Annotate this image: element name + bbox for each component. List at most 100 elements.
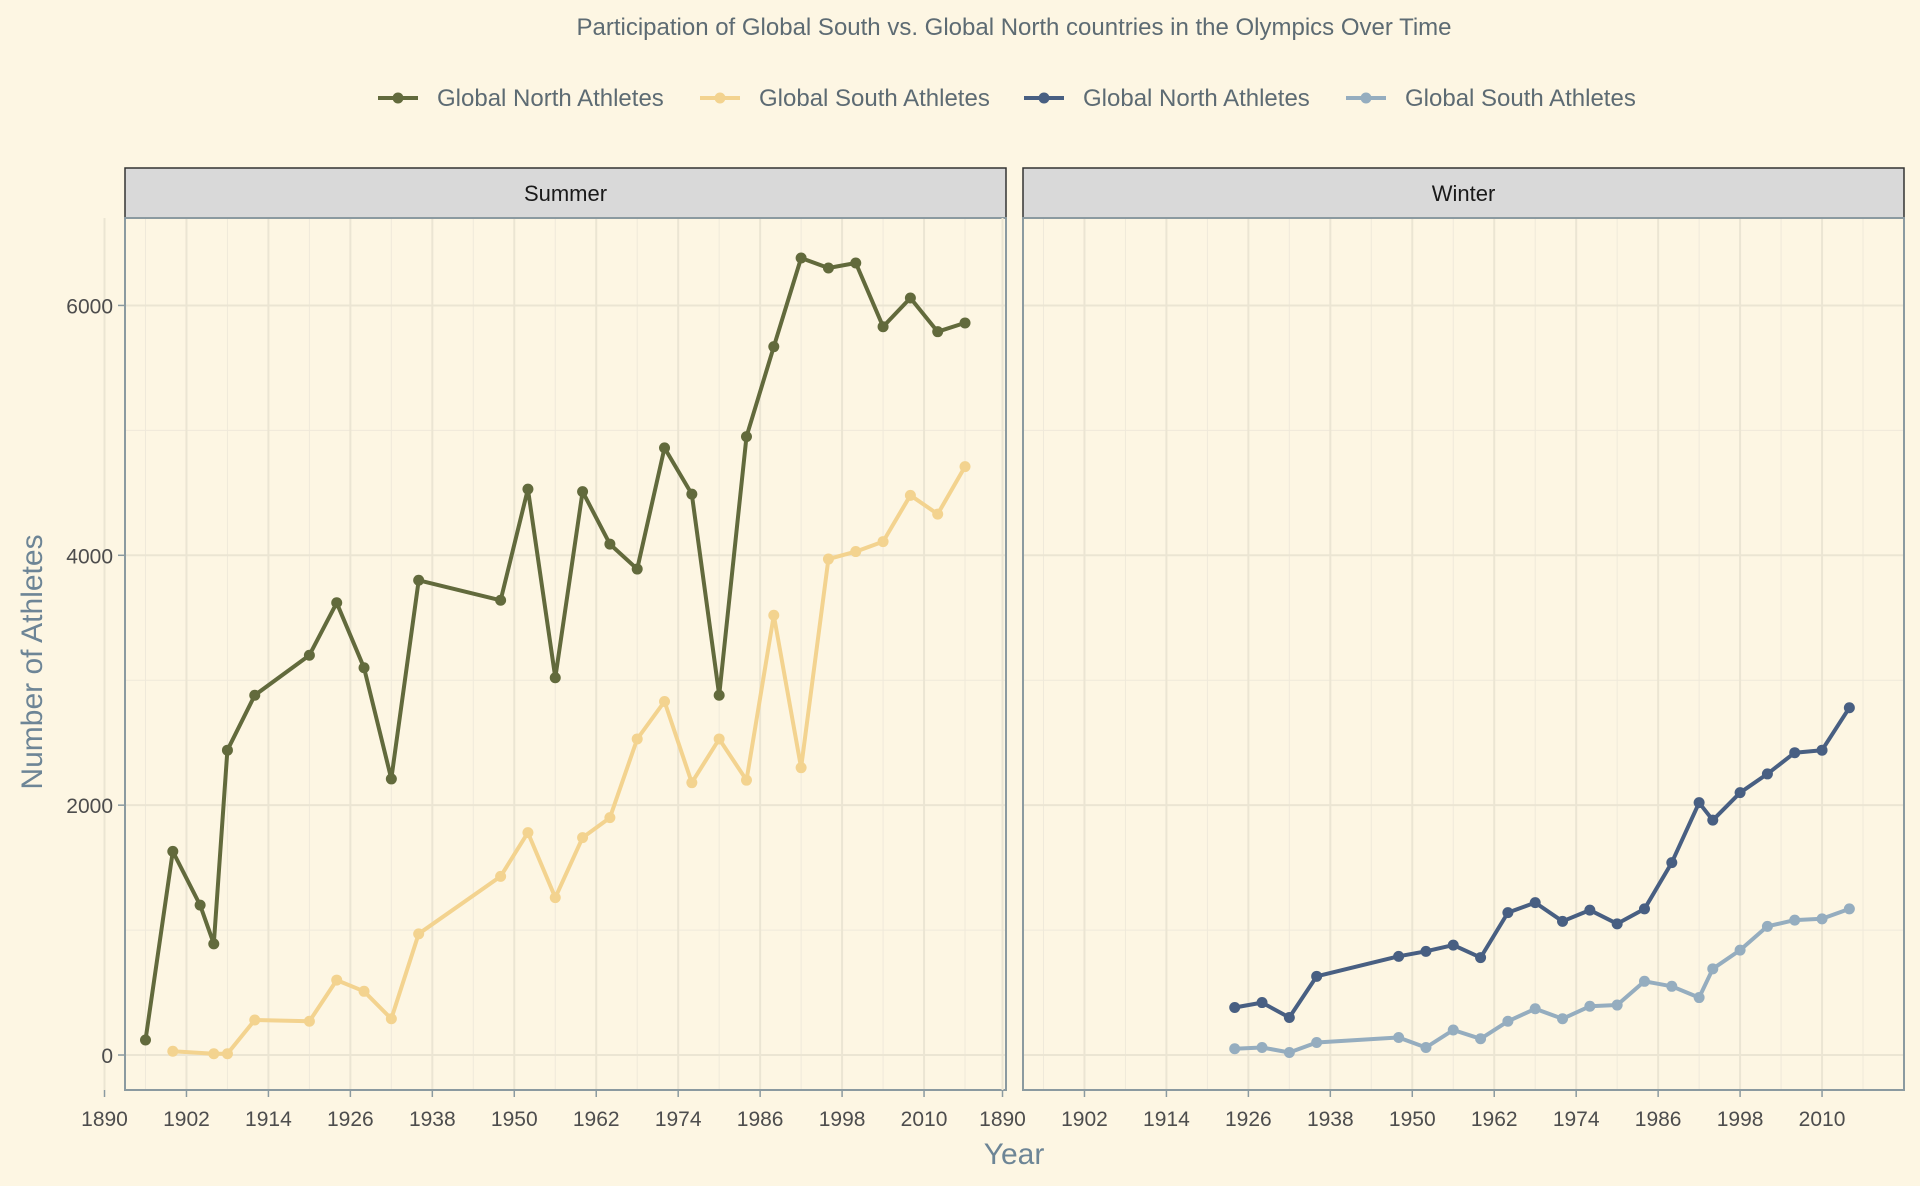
- data-point: [1311, 1037, 1323, 1049]
- data-point: [577, 486, 589, 498]
- data-point: [604, 812, 616, 824]
- data-point: [1761, 920, 1773, 932]
- data-point: [522, 827, 534, 839]
- x-tick-label: 1962: [573, 1108, 620, 1131]
- data-point: [139, 1034, 151, 1046]
- legend-item: Global South Athletes: [700, 85, 990, 112]
- data-point: [1789, 914, 1801, 926]
- data-point: [208, 1048, 220, 1060]
- data-point: [1283, 1047, 1295, 1059]
- x-tick-label: 1986: [737, 1108, 784, 1131]
- data-point: [1311, 970, 1323, 982]
- x-tick-label: 2010: [1799, 1108, 1846, 1131]
- data-point: [932, 508, 944, 520]
- data-point: [1816, 913, 1828, 925]
- data-point: [358, 662, 370, 674]
- x-tick-label: 1902: [1061, 1108, 1108, 1131]
- data-point: [713, 733, 725, 745]
- data-point: [385, 1013, 397, 1025]
- chart-title: Participation of Global South vs. Global…: [576, 14, 1451, 41]
- series-global-south-athletes: [1229, 903, 1855, 1059]
- data-point: [413, 574, 425, 586]
- data-point: [1707, 963, 1719, 975]
- data-point: [932, 326, 944, 338]
- data-point: [495, 594, 507, 606]
- data-point: [959, 317, 971, 329]
- legend-item: Global North Athletes: [1024, 85, 1310, 112]
- data-point: [1816, 744, 1828, 756]
- legend-marker: [392, 92, 404, 104]
- data-point: [1502, 907, 1514, 919]
- data-point: [1475, 1033, 1487, 1045]
- data-point: [358, 985, 370, 997]
- y-tick-label: 2000: [66, 795, 113, 818]
- facet-label: Winter: [1432, 181, 1496, 206]
- data-point: [1529, 1003, 1541, 1015]
- legend-marker: [1038, 92, 1050, 104]
- x-tick-label: 1938: [1307, 1108, 1354, 1131]
- panel-summer: Summer 1890 1902 1914 1926 1938 1950 1962 1974 19…: [66, 167, 1007, 1131]
- data-point: [1666, 980, 1678, 992]
- data-point: [194, 899, 206, 911]
- data-point: [1447, 939, 1459, 951]
- data-point: [1283, 1012, 1295, 1024]
- data-point: [167, 1045, 179, 1057]
- x-tick-label: 1914: [245, 1108, 292, 1131]
- data-point: [549, 892, 561, 904]
- data-point: [303, 1015, 315, 1027]
- facet-panels: Summer 1890 1902 1914 1926 1938 1950 1962 1974 19…: [66, 167, 1905, 1131]
- x-tick-label: 1890: [979, 1108, 1026, 1131]
- x-tick-label: 1986: [1635, 1108, 1682, 1131]
- data-point: [850, 257, 862, 269]
- data-point: [1789, 747, 1801, 759]
- data-point: [604, 538, 616, 550]
- data-point: [1557, 1013, 1569, 1025]
- x-tick-label: 1950: [1389, 1108, 1436, 1131]
- data-point: [959, 461, 971, 473]
- x-tick-label: 1914: [1143, 1108, 1190, 1131]
- data-point: [413, 928, 425, 940]
- panel-winter: Winter 1890 1902 1914 1926 1938 1950 1962 1974 19…: [979, 167, 1905, 1131]
- data-point: [249, 1014, 261, 1026]
- data-point: [1502, 1015, 1514, 1027]
- data-point: [1761, 768, 1773, 780]
- data-point: [1420, 1042, 1432, 1054]
- legend-label: Global South Athletes: [759, 85, 990, 112]
- legend-item: Global South Athletes: [1346, 85, 1636, 112]
- data-point: [303, 649, 315, 661]
- data-point: [686, 488, 698, 500]
- data-point: [850, 546, 862, 558]
- legend-label: Global North Athletes: [437, 85, 664, 112]
- data-point: [686, 777, 698, 789]
- data-point: [795, 762, 807, 774]
- data-point: [1393, 950, 1405, 962]
- data-point: [1584, 904, 1596, 916]
- data-point: [713, 689, 725, 701]
- data-point: [1584, 1000, 1596, 1012]
- y-tick-label: 6000: [66, 295, 113, 318]
- data-point: [1393, 1032, 1405, 1044]
- y-tick-label: 0: [101, 1045, 113, 1068]
- panel-border: [1022, 217, 1905, 1091]
- series-line: [1232, 906, 1852, 1055]
- data-point: [577, 832, 589, 844]
- data-point: [1229, 1043, 1241, 1055]
- data-point: [249, 689, 261, 701]
- facet-strip: [124, 167, 1007, 219]
- data-point: [768, 609, 780, 621]
- data-point: [904, 489, 916, 501]
- series-global-north-athletes: [139, 252, 971, 1046]
- data-point: [167, 845, 179, 857]
- legend-item: Global North Athletes: [378, 85, 664, 112]
- data-point: [1611, 918, 1623, 930]
- data-point: [495, 870, 507, 882]
- data-point: [768, 341, 780, 353]
- data-point: [1256, 997, 1268, 1009]
- data-point: [631, 563, 643, 575]
- data-point: [1734, 944, 1746, 956]
- x-tick-label: 1926: [1225, 1108, 1272, 1131]
- data-point: [877, 536, 889, 548]
- series-global-south-athletes: [167, 461, 971, 1060]
- data-point: [549, 672, 561, 684]
- data-point: [1229, 1002, 1241, 1014]
